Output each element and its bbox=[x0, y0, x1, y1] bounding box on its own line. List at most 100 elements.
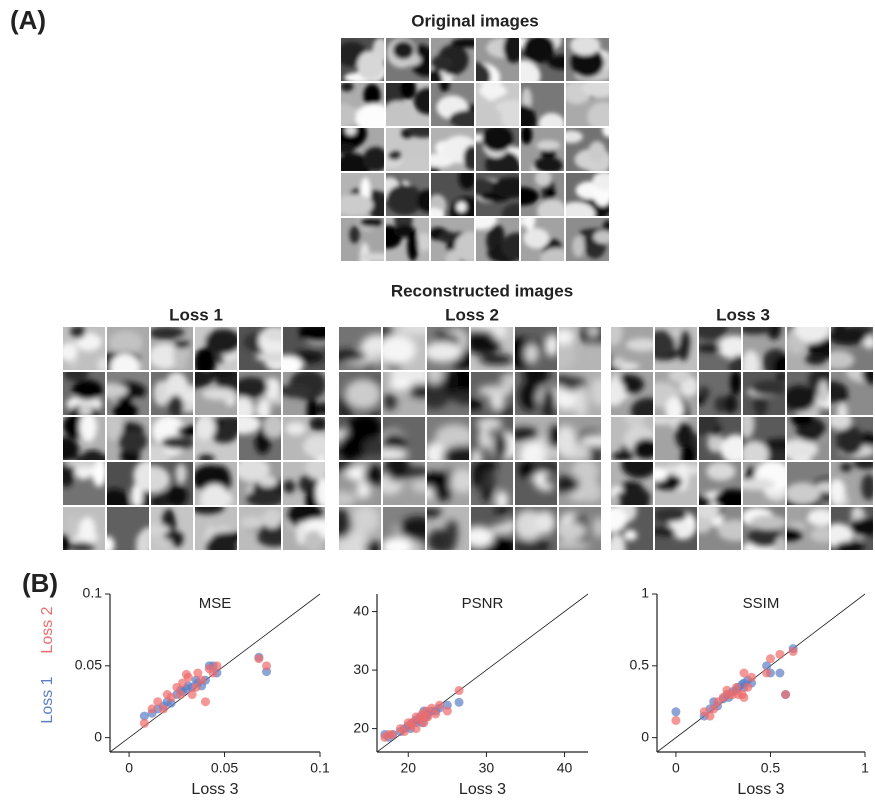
tile-blob bbox=[408, 383, 425, 398]
tile-blob bbox=[572, 235, 585, 258]
tile-blob bbox=[118, 429, 148, 453]
tile-blob bbox=[503, 38, 519, 63]
tile-blob bbox=[805, 353, 827, 365]
tile-blob bbox=[383, 448, 409, 460]
tile-blob bbox=[518, 381, 541, 412]
image-tile bbox=[521, 128, 564, 171]
tile-content bbox=[386, 218, 429, 261]
point bbox=[166, 692, 176, 702]
tile-blob bbox=[417, 189, 429, 213]
image-tile bbox=[283, 462, 325, 505]
tile-blob bbox=[533, 453, 547, 460]
tile-blob bbox=[427, 472, 452, 488]
point bbox=[423, 712, 433, 722]
tile-blob bbox=[315, 477, 325, 505]
image-tile bbox=[787, 327, 829, 370]
tile-blob bbox=[133, 462, 149, 492]
tile-blob bbox=[699, 344, 722, 353]
tile-blob bbox=[747, 527, 782, 548]
tile-blob bbox=[63, 343, 77, 361]
image-tile bbox=[339, 372, 381, 415]
tile-blob bbox=[205, 535, 237, 550]
tile-blob bbox=[383, 335, 416, 365]
tile-blob bbox=[97, 357, 105, 370]
tile-blob bbox=[344, 379, 381, 410]
image-tile bbox=[341, 218, 384, 261]
tile-blob bbox=[611, 356, 625, 369]
tile-blob bbox=[681, 444, 696, 460]
image-tile bbox=[151, 462, 193, 505]
image-tile bbox=[787, 462, 829, 505]
image-tile bbox=[239, 372, 281, 415]
image-tile bbox=[195, 417, 237, 460]
tile-blob bbox=[490, 523, 513, 535]
tile-blob bbox=[64, 462, 98, 468]
tile-blob bbox=[699, 418, 712, 429]
tile-blob bbox=[817, 380, 829, 405]
tile-blob bbox=[559, 339, 576, 370]
tile-blob bbox=[479, 84, 507, 98]
tile-blob bbox=[831, 417, 853, 430]
image-tile bbox=[383, 372, 425, 415]
tile-blob bbox=[371, 351, 381, 365]
tile-blob bbox=[309, 417, 325, 432]
point bbox=[775, 668, 785, 678]
tile-blob bbox=[362, 437, 381, 456]
tile-blob bbox=[588, 141, 606, 162]
tile-blob bbox=[167, 484, 188, 505]
grid-title: Reconstructed images bbox=[391, 281, 573, 300]
image-tile bbox=[787, 507, 829, 550]
image-tile bbox=[195, 462, 237, 505]
tile-blob bbox=[399, 83, 417, 100]
tile-blob bbox=[574, 386, 588, 415]
tile-content bbox=[572, 220, 609, 259]
tile-content bbox=[341, 128, 384, 171]
tile-blob bbox=[559, 425, 577, 457]
point bbox=[208, 668, 218, 678]
tile-content bbox=[699, 372, 741, 414]
tile-blob bbox=[534, 510, 556, 535]
tile-blob bbox=[431, 69, 443, 81]
tile-content bbox=[559, 375, 601, 415]
tile-content bbox=[787, 477, 829, 505]
y-tick-label: 20 bbox=[353, 719, 369, 735]
tile-blob bbox=[495, 490, 509, 505]
point bbox=[781, 690, 791, 700]
tile-blob bbox=[853, 462, 873, 470]
tile-content bbox=[476, 38, 519, 81]
tile-blob bbox=[810, 527, 829, 543]
tile-blob bbox=[439, 83, 450, 93]
tile-blob bbox=[257, 528, 281, 547]
tile-blob bbox=[665, 396, 684, 415]
tile-blob bbox=[177, 425, 193, 437]
tile-content bbox=[787, 417, 827, 460]
tile-blob bbox=[444, 372, 459, 397]
tile-blob bbox=[621, 462, 653, 479]
point bbox=[183, 672, 193, 682]
image-tile bbox=[655, 417, 697, 460]
tile-blob bbox=[283, 355, 304, 370]
tile-blob bbox=[195, 347, 216, 370]
tile-blob bbox=[807, 338, 829, 359]
image-tile bbox=[431, 218, 474, 261]
image-tile bbox=[699, 507, 741, 550]
tile-blob bbox=[699, 495, 712, 505]
tile-blob bbox=[136, 532, 147, 550]
image-tile bbox=[611, 507, 653, 550]
tile-blob bbox=[728, 355, 741, 370]
tile-blob bbox=[365, 540, 381, 550]
tile-blob bbox=[720, 434, 741, 460]
tile-blob bbox=[730, 372, 741, 395]
tile-content bbox=[283, 462, 325, 505]
point bbox=[731, 682, 741, 692]
x-tick-label: 1 bbox=[861, 760, 869, 776]
tile-blob bbox=[315, 402, 325, 415]
tile-blob bbox=[399, 516, 425, 541]
point bbox=[139, 718, 149, 728]
image-tile bbox=[655, 462, 697, 505]
tile-content bbox=[383, 425, 409, 460]
tile-blob bbox=[341, 142, 356, 154]
point bbox=[671, 707, 681, 717]
tile-blob bbox=[262, 327, 281, 342]
tile-content bbox=[288, 507, 325, 550]
